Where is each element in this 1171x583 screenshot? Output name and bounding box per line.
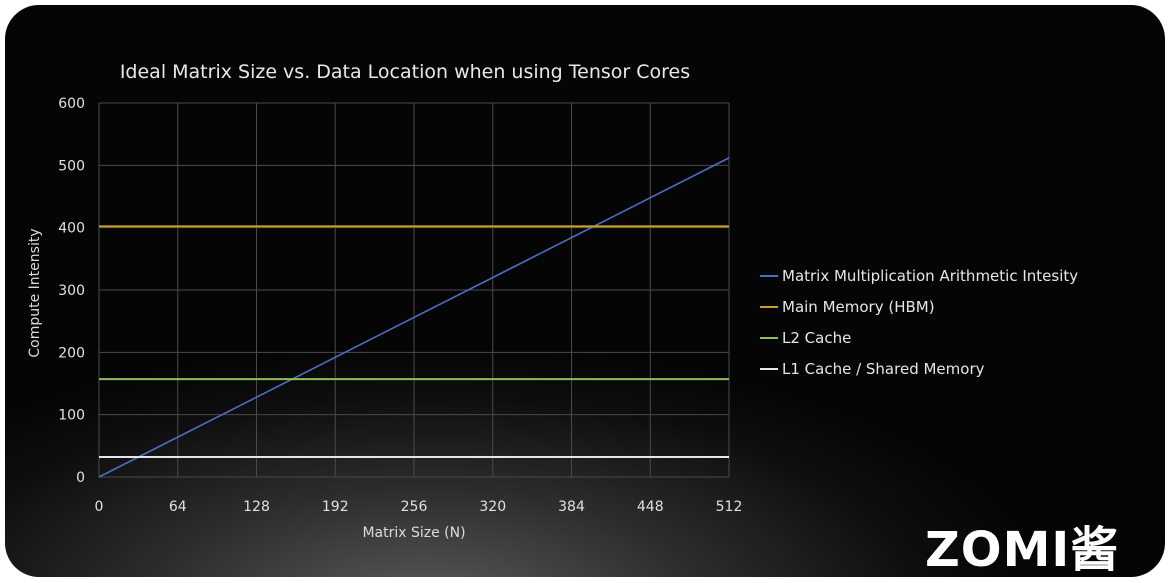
x-tick-label: 448 [637, 499, 664, 515]
x-tick-label: 256 [401, 499, 428, 515]
x-tick-label: 0 [95, 499, 104, 515]
y-tick-label: 300 [58, 283, 85, 299]
chart-title: Ideal Matrix Size vs. Data Location when… [120, 61, 690, 83]
x-tick-label: 128 [243, 499, 270, 515]
x-tick-label: 384 [558, 499, 585, 515]
legend: Matrix Multiplication Arithmetic Intesit… [760, 267, 1078, 378]
gridlines [98, 102, 730, 478]
legend-entry: Main Memory (HBM) [782, 298, 935, 316]
y-axis-ticks: 0 100 200 300 400 500 600 [58, 96, 85, 486]
y-tick-label: 500 [58, 158, 85, 174]
y-tick-label: 600 [58, 96, 85, 112]
series-line-1 [98, 157, 730, 478]
x-axis-ticks: 0 64 128 192 256 320 384 448 512 [95, 499, 743, 515]
legend-entry: L1 Cache / Shared Memory [782, 360, 985, 378]
y-tick-label: 400 [58, 221, 85, 237]
zomi-logo: ZOMI酱 [925, 522, 1120, 577]
x-tick-label: 512 [716, 499, 743, 515]
x-tick-label: 64 [169, 499, 187, 515]
line-chart: Ideal Matrix Size vs. Data Location when… [27, 61, 1078, 541]
x-tick-label: 192 [322, 499, 349, 515]
y-tick-label: 0 [76, 470, 85, 486]
x-axis-label: Matrix Size (N) [362, 525, 465, 541]
legend-entry: Matrix Multiplication Arithmetic Intesit… [782, 267, 1078, 285]
legend-entry: L2 Cache [782, 329, 851, 347]
y-axis-label: Compute Intensity [27, 228, 43, 357]
x-tick-label: 320 [479, 499, 506, 515]
y-tick-label: 200 [58, 345, 85, 361]
y-tick-label: 100 [58, 408, 85, 424]
series-lines [98, 157, 730, 478]
chart-frame: Ideal Matrix Size vs. Data Location when… [5, 5, 1165, 577]
